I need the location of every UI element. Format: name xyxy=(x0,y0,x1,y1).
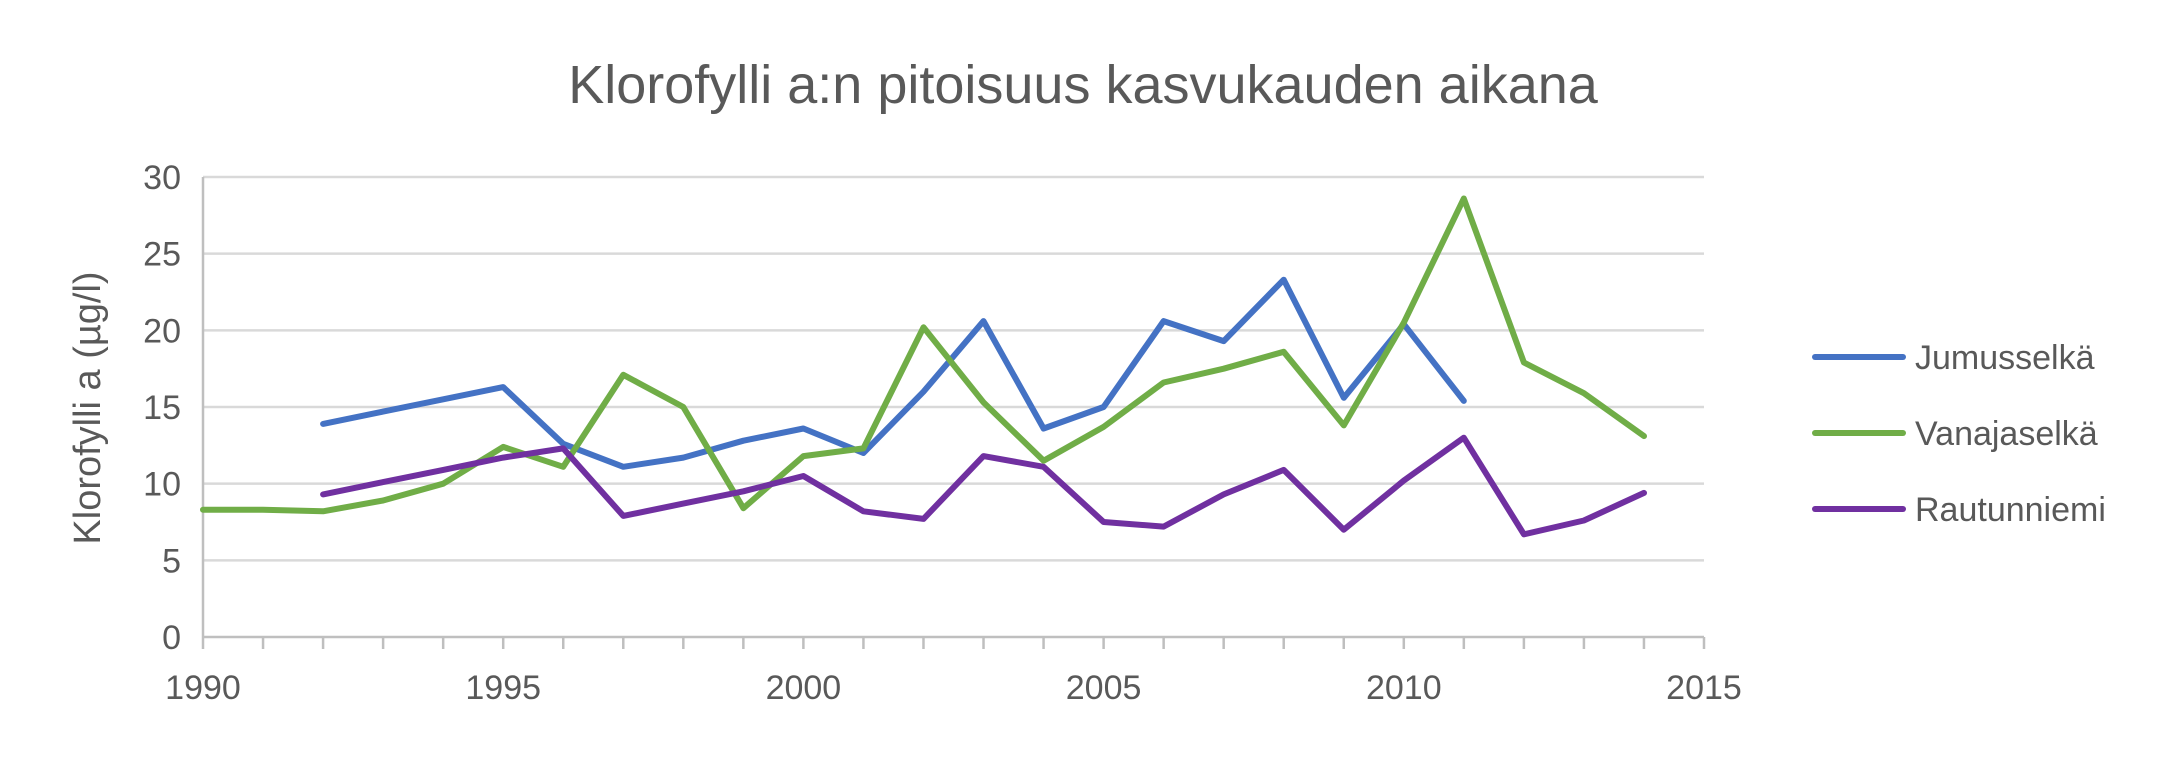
legend-label: Rautunniemi xyxy=(1915,491,2106,529)
x-tick-label: 2000 xyxy=(766,669,842,707)
y-tick-label: 5 xyxy=(162,542,181,580)
gridlines xyxy=(203,175,1704,562)
y-tick-label: 15 xyxy=(143,389,181,427)
y-tick-label: 10 xyxy=(143,466,181,504)
chart-title: Klorofylli a:n pitoisuus kasvukauden aik… xyxy=(568,55,1599,115)
x-tick-label: 2005 xyxy=(1066,669,1142,707)
x-tick-label: 1990 xyxy=(165,669,241,707)
axes: 0 5 10 15 20 25 30 1990 1995 2000 2005 2010 2015 xyxy=(143,159,1742,707)
legend-label: Jumusselkä xyxy=(1915,339,2095,377)
series-line-vanajaselkä xyxy=(200,195,1647,515)
y-tick-label: 25 xyxy=(143,236,181,274)
x-tick-label: 2015 xyxy=(1666,669,1742,707)
y-tick-label: 30 xyxy=(143,159,181,197)
y-tick-label: 0 xyxy=(162,619,181,657)
legend: Jumusselkä Vanajaselkä Rautunniemi xyxy=(1812,339,2106,529)
legend-label: Vanajaselkä xyxy=(1915,415,2098,453)
y-axis-title: Klorofylli a (µg/l) xyxy=(67,271,109,544)
y-tick-label: 20 xyxy=(143,312,181,350)
x-tick-label: 1995 xyxy=(465,669,541,707)
series-line-rautunniemi xyxy=(320,434,1647,538)
series-lines xyxy=(200,195,1647,538)
x-tick-label: 2010 xyxy=(1366,669,1442,707)
series-line-jumusselkä xyxy=(320,276,1467,470)
